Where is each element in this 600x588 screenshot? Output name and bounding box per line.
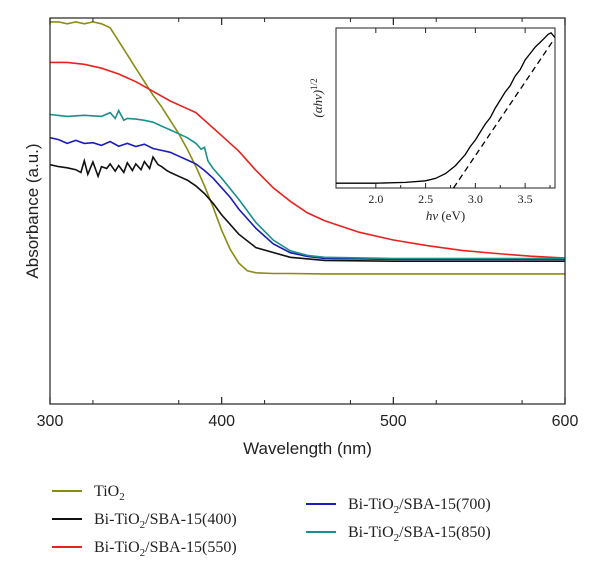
inset-x-tick-label: 2.5 <box>418 192 433 206</box>
main-axes: 300 400 500 600 Wavelength (nm) Absorbance (a… <box>23 18 578 458</box>
x-tick-label: 400 <box>208 413 235 430</box>
legend: TiO2 Bi-TiO2/SBA-15(400) Bi-TiO2/SBA-15(55… <box>52 483 491 559</box>
legend-label-1: Bi-TiO2/SBA-15(400) <box>94 511 237 531</box>
inset-axes: 2.0 2.5 3.0 3.5 hν (eV) (αhν)1/2 <box>309 28 551 223</box>
series-line-4 <box>49 108 565 260</box>
series-line-2 <box>50 61 566 259</box>
main-plot-frame <box>49 17 566 405</box>
inset-y-axis-title: (αhν)1/2 <box>309 78 325 117</box>
x-tick-label: 500 <box>380 413 407 430</box>
y-axis-title: Absorbance (a.u.) <box>23 143 42 278</box>
inset-x-tick-label: 3.0 <box>468 192 483 206</box>
legend-label-0: TiO2 <box>94 483 125 503</box>
inset-x-tick-label: 2.0 <box>368 192 383 206</box>
inset-plot-frame <box>335 27 556 189</box>
legend-label-4: Bi-TiO2/SBA-15(850) <box>348 524 491 544</box>
inset-x-tick-label: 3.5 <box>518 192 533 206</box>
x-axis-title: Wavelength (nm) <box>243 439 372 458</box>
x-tick-label: 600 <box>552 413 579 430</box>
legend-label-2: Bi-TiO2/SBA-15(550) <box>94 539 237 559</box>
series-line-1 <box>49 155 565 262</box>
series-line-3 <box>49 136 565 261</box>
legend-label-3: Bi-TiO2/SBA-15(700) <box>348 496 491 516</box>
x-tick-label: 300 <box>37 413 64 430</box>
inset-series-0 <box>336 31 556 184</box>
inset-plot-series <box>336 31 556 189</box>
main-plot-series <box>49 21 566 275</box>
inset-x-axis-title: hν (eV) <box>426 208 465 223</box>
